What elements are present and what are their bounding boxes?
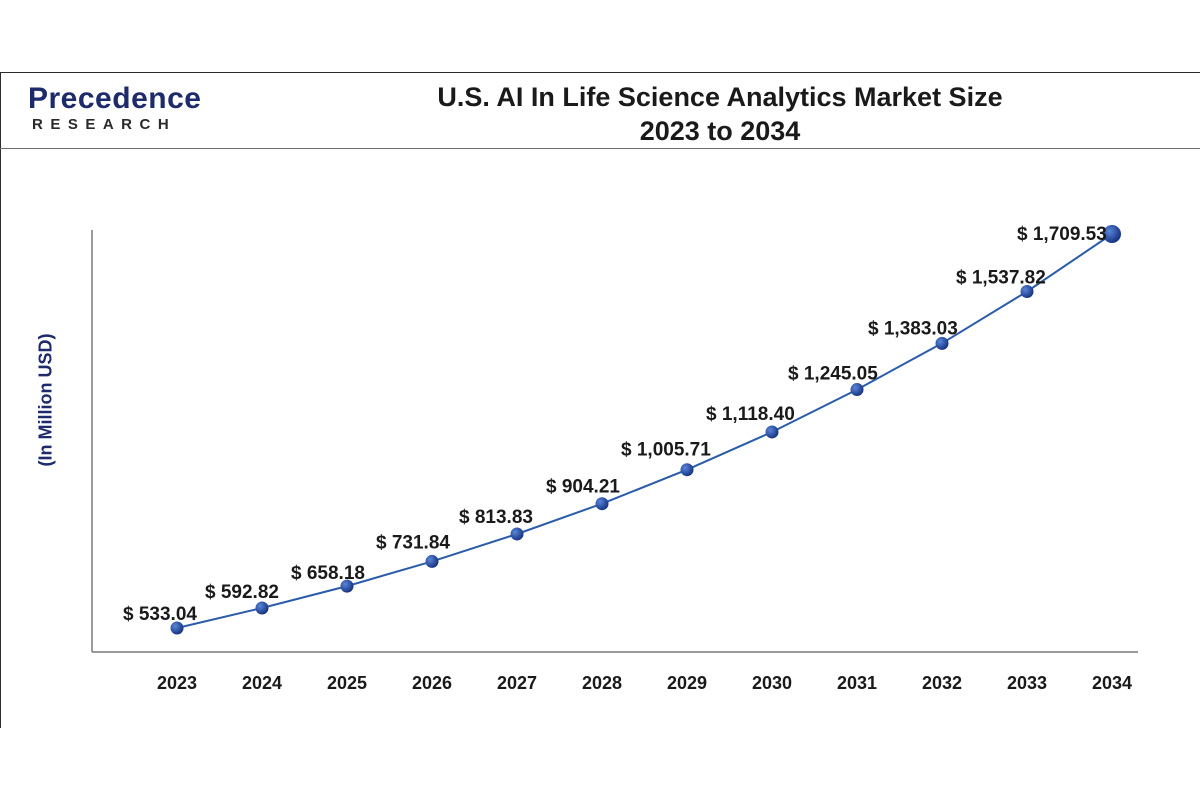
data-label-2031: $ 1,245.05: [788, 364, 878, 385]
data-label-2026: $ 731.84: [376, 532, 450, 553]
data-point-2034: [1103, 225, 1121, 243]
data-point-2028: [595, 497, 609, 511]
data-label-2033: $ 1,537.82: [956, 268, 1046, 289]
x-tick-label-2034: 2034: [1092, 673, 1132, 693]
x-tick-label-2032: 2032: [922, 673, 962, 693]
data-label-2027: $ 813.83: [459, 507, 533, 528]
data-point-2030: [765, 425, 779, 439]
x-tick-label-2026: 2026: [412, 673, 452, 693]
frame-left-border: [0, 72, 1, 728]
data-point-2033: [1020, 285, 1034, 299]
chart-title: U.S. AI In Life Science Analytics Market…: [300, 80, 1140, 148]
data-point-2029: [680, 463, 694, 477]
data-point-2027: [510, 527, 524, 541]
logo-wordmark: Precedence: [28, 82, 202, 115]
x-tick-label-2033: 2033: [1007, 673, 1047, 693]
data-label-2030: $ 1,118.40: [706, 404, 795, 425]
data-label-2023: $ 533.04: [123, 604, 197, 625]
data-point-2026: [425, 554, 439, 568]
data-label-2029: $ 1,005.71: [621, 440, 711, 461]
x-tick-label-2031: 2031: [837, 673, 877, 693]
x-tick-label-2028: 2028: [582, 673, 622, 693]
x-tick-label-2025: 2025: [327, 673, 367, 693]
x-tick-label-2024: 2024: [242, 673, 282, 693]
chart-title-line1: U.S. AI In Life Science Analytics Market…: [437, 82, 1003, 112]
data-point-2032: [935, 336, 949, 350]
logo-subtitle: RESEARCH: [32, 116, 177, 133]
precedence-research-logo: Precedence RESEARCH: [28, 82, 228, 138]
data-point-2031: [850, 383, 864, 397]
data-label-2034: $ 1,709.53: [1017, 224, 1107, 245]
series-line: [176, 233, 1113, 629]
data-point-2023: [170, 621, 184, 635]
data-label-2032: $ 1,383.03: [868, 318, 958, 339]
x-tick-label-2027: 2027: [497, 673, 537, 693]
x-tick-label-2030: 2030: [752, 673, 792, 693]
data-label-2025: $ 658.18: [291, 563, 365, 584]
chart-title-line2: 2023 to 2034: [639, 116, 801, 146]
data-label-2024: $ 592.82: [205, 582, 279, 603]
data-point-2025: [340, 579, 354, 593]
data-label-2028: $ 904.21: [546, 477, 620, 498]
chart-frame: [0, 72, 1200, 731]
data-point-2024: [255, 601, 269, 615]
header-divider: [0, 148, 1200, 149]
x-tick-label-2023: 2023: [157, 673, 197, 693]
x-tick-label-2029: 2029: [667, 673, 707, 693]
